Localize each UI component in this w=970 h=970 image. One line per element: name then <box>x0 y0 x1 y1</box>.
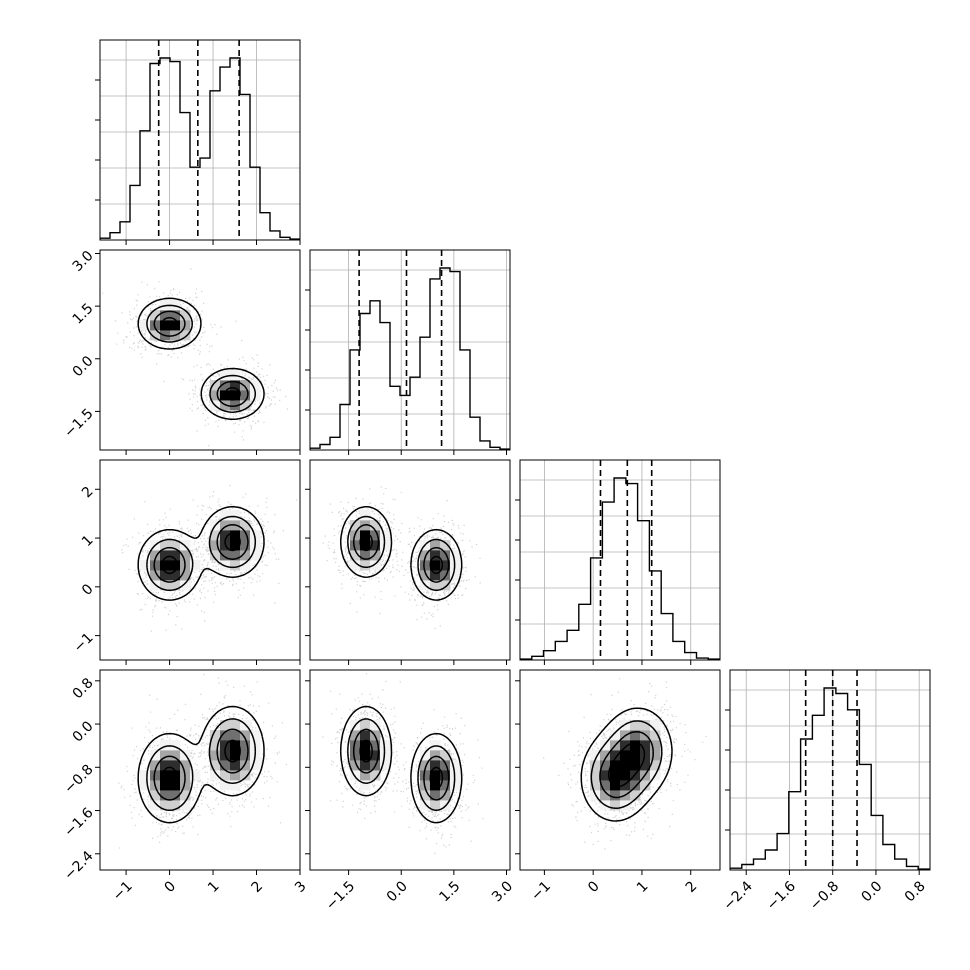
contour-level-2 <box>352 728 450 801</box>
panel-frame <box>99 249 301 451</box>
x-tick-label: 2 <box>683 878 701 896</box>
contour-level-2 <box>352 524 450 583</box>
panel-1-1 <box>305 249 511 455</box>
panel-3-3: −2.4 −1.6 −0.8 0.0 0.8 <box>720 669 931 914</box>
y-tick-label: −1 <box>71 630 97 656</box>
y-tick-label: −2.4 <box>61 848 96 883</box>
panel-3-1: −1.5 0.0 1.5 3.0 <box>305 669 516 914</box>
x-tick-label: −0.8 <box>807 878 842 913</box>
contour-level-1 <box>347 718 456 812</box>
histogram-0 <box>100 57 300 240</box>
x-tick-label: 3 <box>292 878 310 896</box>
x-tick-label: 1 <box>205 878 223 896</box>
contour-level-1 <box>590 720 663 810</box>
x-tick-label: 3.0 <box>489 878 516 905</box>
scatter-points <box>102 268 288 447</box>
contour-level-3 <box>359 532 444 575</box>
panel-frame <box>309 459 511 661</box>
contour-level-0 <box>339 506 463 601</box>
x-tick-label: −1.5 <box>323 878 358 913</box>
x-tick-label: 0.0 <box>859 878 886 905</box>
x-tick-label: 0 <box>162 878 180 896</box>
x-tick-label: 0.8 <box>902 878 929 905</box>
panel-frame <box>519 669 721 871</box>
x-tick-label: −1 <box>528 878 554 904</box>
contour-level-2 <box>153 310 249 408</box>
contour-level-0 <box>580 707 673 822</box>
scatter-points <box>121 484 298 632</box>
x-tick-label: 2 <box>249 878 267 896</box>
contour-level-2 <box>153 523 249 583</box>
x-tick-label: 0.0 <box>384 878 411 905</box>
y-tick-label: 0.0 <box>70 718 97 745</box>
scatter-points <box>118 674 287 849</box>
contour-level-2 <box>153 728 249 801</box>
contour-level-0 <box>137 506 265 601</box>
contour-level-3 <box>607 741 646 788</box>
y-tick-label: 1 <box>79 532 97 550</box>
contour-level-1 <box>347 515 456 592</box>
y-tick-label: 0.0 <box>70 353 97 380</box>
panel-1-0: −1.5 0.0 1.5 3.0 <box>61 248 301 455</box>
histogram-2 <box>520 477 720 660</box>
x-tick-label: 1.5 <box>436 878 463 905</box>
contour-level-1 <box>146 718 257 812</box>
panel-frame <box>99 459 301 661</box>
contour-level-1 <box>146 304 257 413</box>
y-tick-label: −0.8 <box>61 762 96 797</box>
contour-level-0 <box>339 705 463 824</box>
panel-2-2 <box>515 459 721 665</box>
panel-frame <box>309 249 511 451</box>
x-tick-label: −1 <box>110 878 136 904</box>
panel-frame <box>519 459 721 661</box>
panel-frame <box>309 669 511 871</box>
y-tick-label: −1.6 <box>61 805 96 840</box>
panel-frame <box>729 669 931 871</box>
contour-level-0 <box>137 705 265 824</box>
panel-3-2: −1 0 1 2 <box>515 669 721 904</box>
x-tick-label: −2.4 <box>720 878 755 913</box>
y-tick-label: 1.5 <box>70 300 97 327</box>
panel-frame <box>99 669 301 871</box>
y-tick-label: −1.5 <box>61 406 96 441</box>
y-tick-label: 0 <box>79 581 97 599</box>
panel-frame <box>99 39 301 241</box>
x-tick-label: 0 <box>585 878 603 896</box>
panel-2-0: −1 0 1 2 <box>71 459 301 665</box>
x-tick-label: −1.6 <box>764 878 799 913</box>
scatter-points <box>322 673 484 854</box>
y-tick-label: 2 <box>79 484 97 502</box>
histogram-1 <box>310 267 510 450</box>
panel-0-0 <box>95 39 301 245</box>
y-tick-label: 0.8 <box>70 675 97 702</box>
x-tick-label: 1 <box>634 878 652 896</box>
density-mesh <box>140 510 261 591</box>
contour-level-3 <box>359 739 444 790</box>
contour-level-3 <box>161 532 241 575</box>
panel-2-1 <box>305 459 511 665</box>
contour-level-0 <box>137 297 265 421</box>
density-mesh <box>350 720 461 811</box>
panel-3-0: −2.4 −1.6 −0.8 0.0 0.8 −1 0 1 2 3 <box>61 669 310 904</box>
contour-level-2 <box>599 730 654 799</box>
contour-level-3 <box>161 316 241 401</box>
contour-level-1 <box>146 515 257 592</box>
contour-level-3 <box>161 739 241 790</box>
histogram-3 <box>730 687 930 870</box>
y-tick-label: 3.0 <box>70 248 97 275</box>
